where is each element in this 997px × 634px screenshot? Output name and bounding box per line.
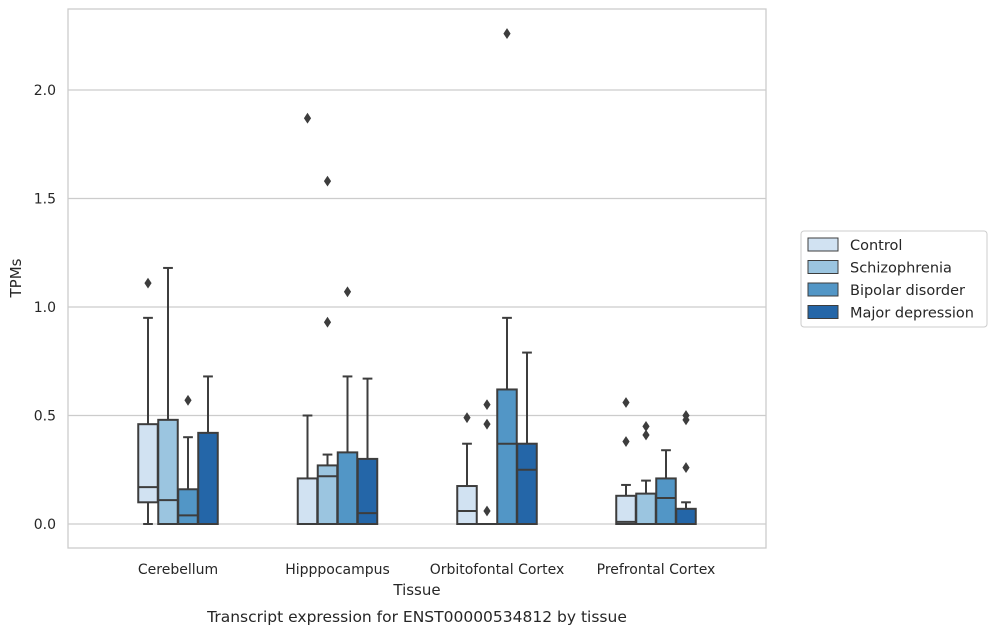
box-iqr [675,507,697,525]
box-schizophrenia [157,266,179,525]
outlier-point [184,394,192,406]
box-iqr [137,423,159,504]
legend-swatch [807,282,839,297]
box-schizophrenia [316,175,339,526]
box-control [137,277,159,525]
y-tick-labels: 0.0 0.5 1.0 1.5 2.0 [34,83,56,533]
box-iqr [456,485,478,525]
plot-frame [67,8,767,549]
box-iqr [157,418,179,525]
x-axis-label: Tissue [392,581,440,599]
legend: Control Schizophrenia Bipolar disorder Majo… [800,230,988,328]
outlier-point [323,175,332,187]
x-tick-label: Cerebellum [138,562,218,578]
outlier-point [682,410,690,421]
box-bipolar-disorder [177,394,199,525]
box-major-depression [675,410,697,525]
box-bipolar-disorder [336,286,359,526]
legend-label: Major depression [850,306,974,322]
y-tick-label: 0.0 [34,517,56,533]
x-tick-labels: Cerebellum Hipppocampus Orbitofontal Corte… [138,562,715,578]
outlier-point [303,112,312,124]
box-bipolar-disorder [655,449,677,525]
outlier-point [323,316,332,328]
box-schizophrenia [635,420,657,525]
box-iqr [316,464,339,526]
box-major-depression [356,377,379,525]
box-iqr [296,477,319,525]
box-iqr [197,431,219,525]
box-iqr [655,477,677,525]
y-tick-label: 1.0 [34,300,56,316]
box-control [296,112,319,525]
box-iqr [336,451,359,526]
outlier-point [144,277,152,289]
box-iqr [496,388,518,525]
outlier-point [682,462,690,473]
outlier-point [642,429,650,441]
box-iqr [177,488,199,525]
outlier-point [483,505,491,517]
box-control [615,397,637,526]
box-major-depression [197,375,219,525]
outlier-point [483,418,491,430]
box-iqr [615,494,637,526]
legend-label: Bipolar disorder [850,283,965,299]
box-control [456,412,478,525]
outlier-point [622,397,630,408]
y-tick-label: 1.5 [34,192,56,208]
legend-swatch [807,237,839,252]
outlier-point [642,420,650,432]
box-schizophrenia [476,399,498,526]
x-tick-label: Prefrontal Cortex [597,562,716,578]
y-axis-label: TPMs [7,258,25,298]
legend-swatch [807,305,839,319]
box-iqr [635,492,657,525]
figure-caption: Transcript expression for ENST0000053481… [206,608,627,626]
outlier-point [622,436,630,447]
box-iqr [356,457,379,525]
x-tick-label: Orbitofontal Cortex [430,562,565,578]
box-major-depression [516,351,538,525]
legend-items: Control Schizophrenia Bipolar disorder Majo… [807,237,974,322]
box-bipolar-disorder [496,28,518,525]
box-iqr [516,442,538,525]
boxes-layer [137,28,697,526]
y-tick-label: 0.5 [34,409,56,425]
outlier-point [463,412,471,424]
y-tick-label: 2.0 [34,83,56,99]
x-tick-label: Hipppocampus [285,562,390,578]
legend-label: Schizophrenia [850,261,952,277]
outlier-point [343,286,352,298]
legend-frame [800,230,988,328]
legend-swatch [807,260,839,274]
outlier-point [483,399,491,411]
legend-label: Control [850,238,902,254]
outlier-point [503,28,511,39]
